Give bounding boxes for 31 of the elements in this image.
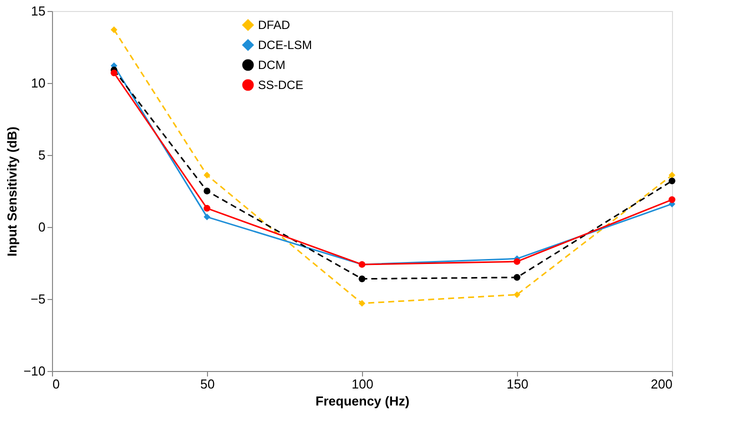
x-tick-label: 150	[506, 376, 528, 392]
y-tick-label: −10	[23, 364, 46, 378]
point	[204, 214, 210, 220]
point	[668, 196, 676, 203]
point	[668, 172, 676, 179]
legend-label: DCE-LSM	[258, 38, 312, 52]
legend-label: SS-DCE	[258, 78, 304, 92]
point	[358, 300, 366, 307]
y-tick-label: 10	[31, 76, 46, 90]
point	[204, 188, 210, 194]
point	[358, 275, 366, 282]
point	[110, 70, 118, 76]
x-tick-label: 200	[650, 376, 672, 392]
y-tick-label: 15	[31, 4, 46, 18]
y-axis-title: Input Sensitivity (dB)	[4, 126, 20, 256]
legend-label: DFAD	[258, 18, 290, 32]
x-tick-label: 100	[352, 376, 374, 392]
x-axis-title: Frequency (Hz)	[316, 394, 410, 408]
y-tick-label: −5	[30, 292, 46, 306]
point	[514, 291, 520, 298]
point	[514, 274, 520, 281]
legend-label: DCM	[258, 58, 286, 72]
point	[204, 172, 210, 179]
point	[668, 178, 676, 184]
point	[514, 258, 520, 265]
point	[204, 204, 210, 212]
x-tick-label: 50	[200, 376, 215, 392]
y-tick-label: 0	[38, 220, 46, 234]
x-tick-label: 0	[52, 376, 60, 392]
point	[110, 26, 118, 34]
y-tick-label: 5	[38, 148, 46, 162]
